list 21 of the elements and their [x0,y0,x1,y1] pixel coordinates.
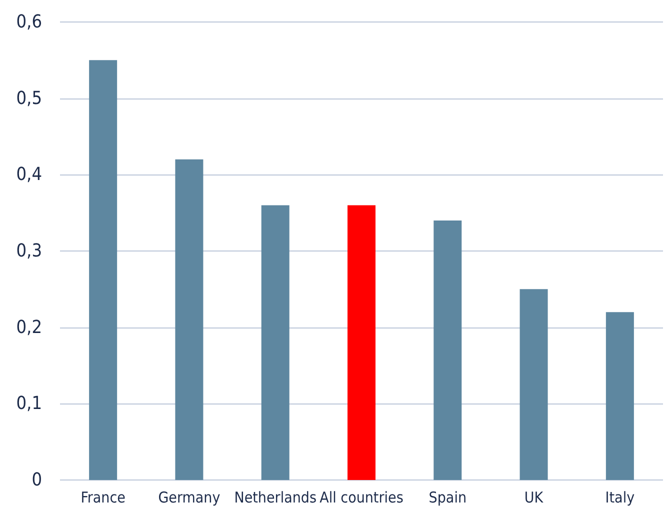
x-tick-label: Spain [428,488,466,506]
x-tick-label: Netherlands [234,488,316,506]
y-tick-label: 0,6 [16,12,42,32]
y-tick-label: 0,3 [16,240,42,262]
bar [520,289,548,480]
y-tick-label: 0,5 [16,88,42,109]
bar [175,159,204,480]
y-tick-label: 0,2 [16,316,42,338]
bar [434,220,462,480]
y-tick-label: 0,4 [16,164,42,186]
x-tick-label: Germany [158,488,220,506]
bar [348,205,376,480]
x-tick-label: UK [524,488,544,506]
y-tick-label: 0,1 [16,393,42,414]
bar [261,205,290,480]
x-tick-label: France [80,488,126,506]
bar [606,312,634,480]
x-tick-label: All countries [320,488,404,506]
y-tick-label: 0 [32,470,42,490]
x-tick-label: Italy [605,488,635,506]
bar [89,60,118,480]
